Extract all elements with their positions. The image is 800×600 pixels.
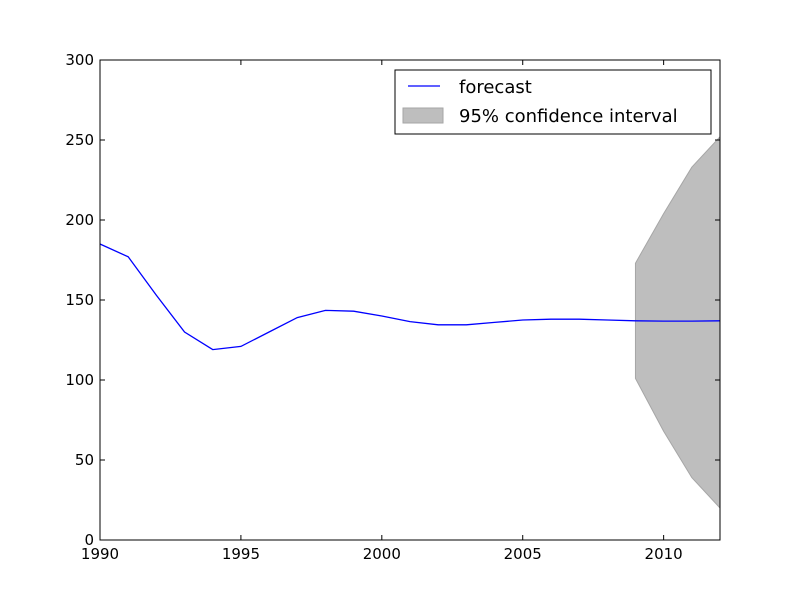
x-tick-label: 2005	[504, 545, 542, 563]
legend-ci-label: 95% confidence interval	[459, 106, 678, 127]
legend-box	[394, 69, 712, 135]
forecast-line-layer	[99, 243, 721, 351]
y-tick-label: 250	[65, 131, 94, 149]
y-tick-label: 200	[65, 211, 94, 229]
x-axis: 1990 1995 2000 2005 2010	[81, 60, 683, 563]
y-tick-label: 150	[65, 291, 94, 309]
legend-forecast-label: forecast	[459, 77, 532, 98]
x-tick-label: 1990	[81, 545, 119, 563]
forecast-line	[99, 243, 721, 351]
y-tick-label: 300	[65, 51, 94, 69]
y-tick-label: 100	[65, 371, 94, 389]
legend: forecast 95% confidence interval	[394, 69, 712, 135]
legend-ci-swatch	[402, 107, 444, 124]
x-tick-label: 2010	[645, 545, 683, 563]
x-tick-label: 1995	[222, 545, 260, 563]
y-tick-label: 0	[84, 531, 94, 549]
y-tick-label: 50	[75, 451, 94, 469]
y-axis: 0 50 100 150 200 250 300	[65, 51, 720, 549]
x-tick-label: 2000	[363, 545, 401, 563]
plot-area	[100, 60, 720, 540]
